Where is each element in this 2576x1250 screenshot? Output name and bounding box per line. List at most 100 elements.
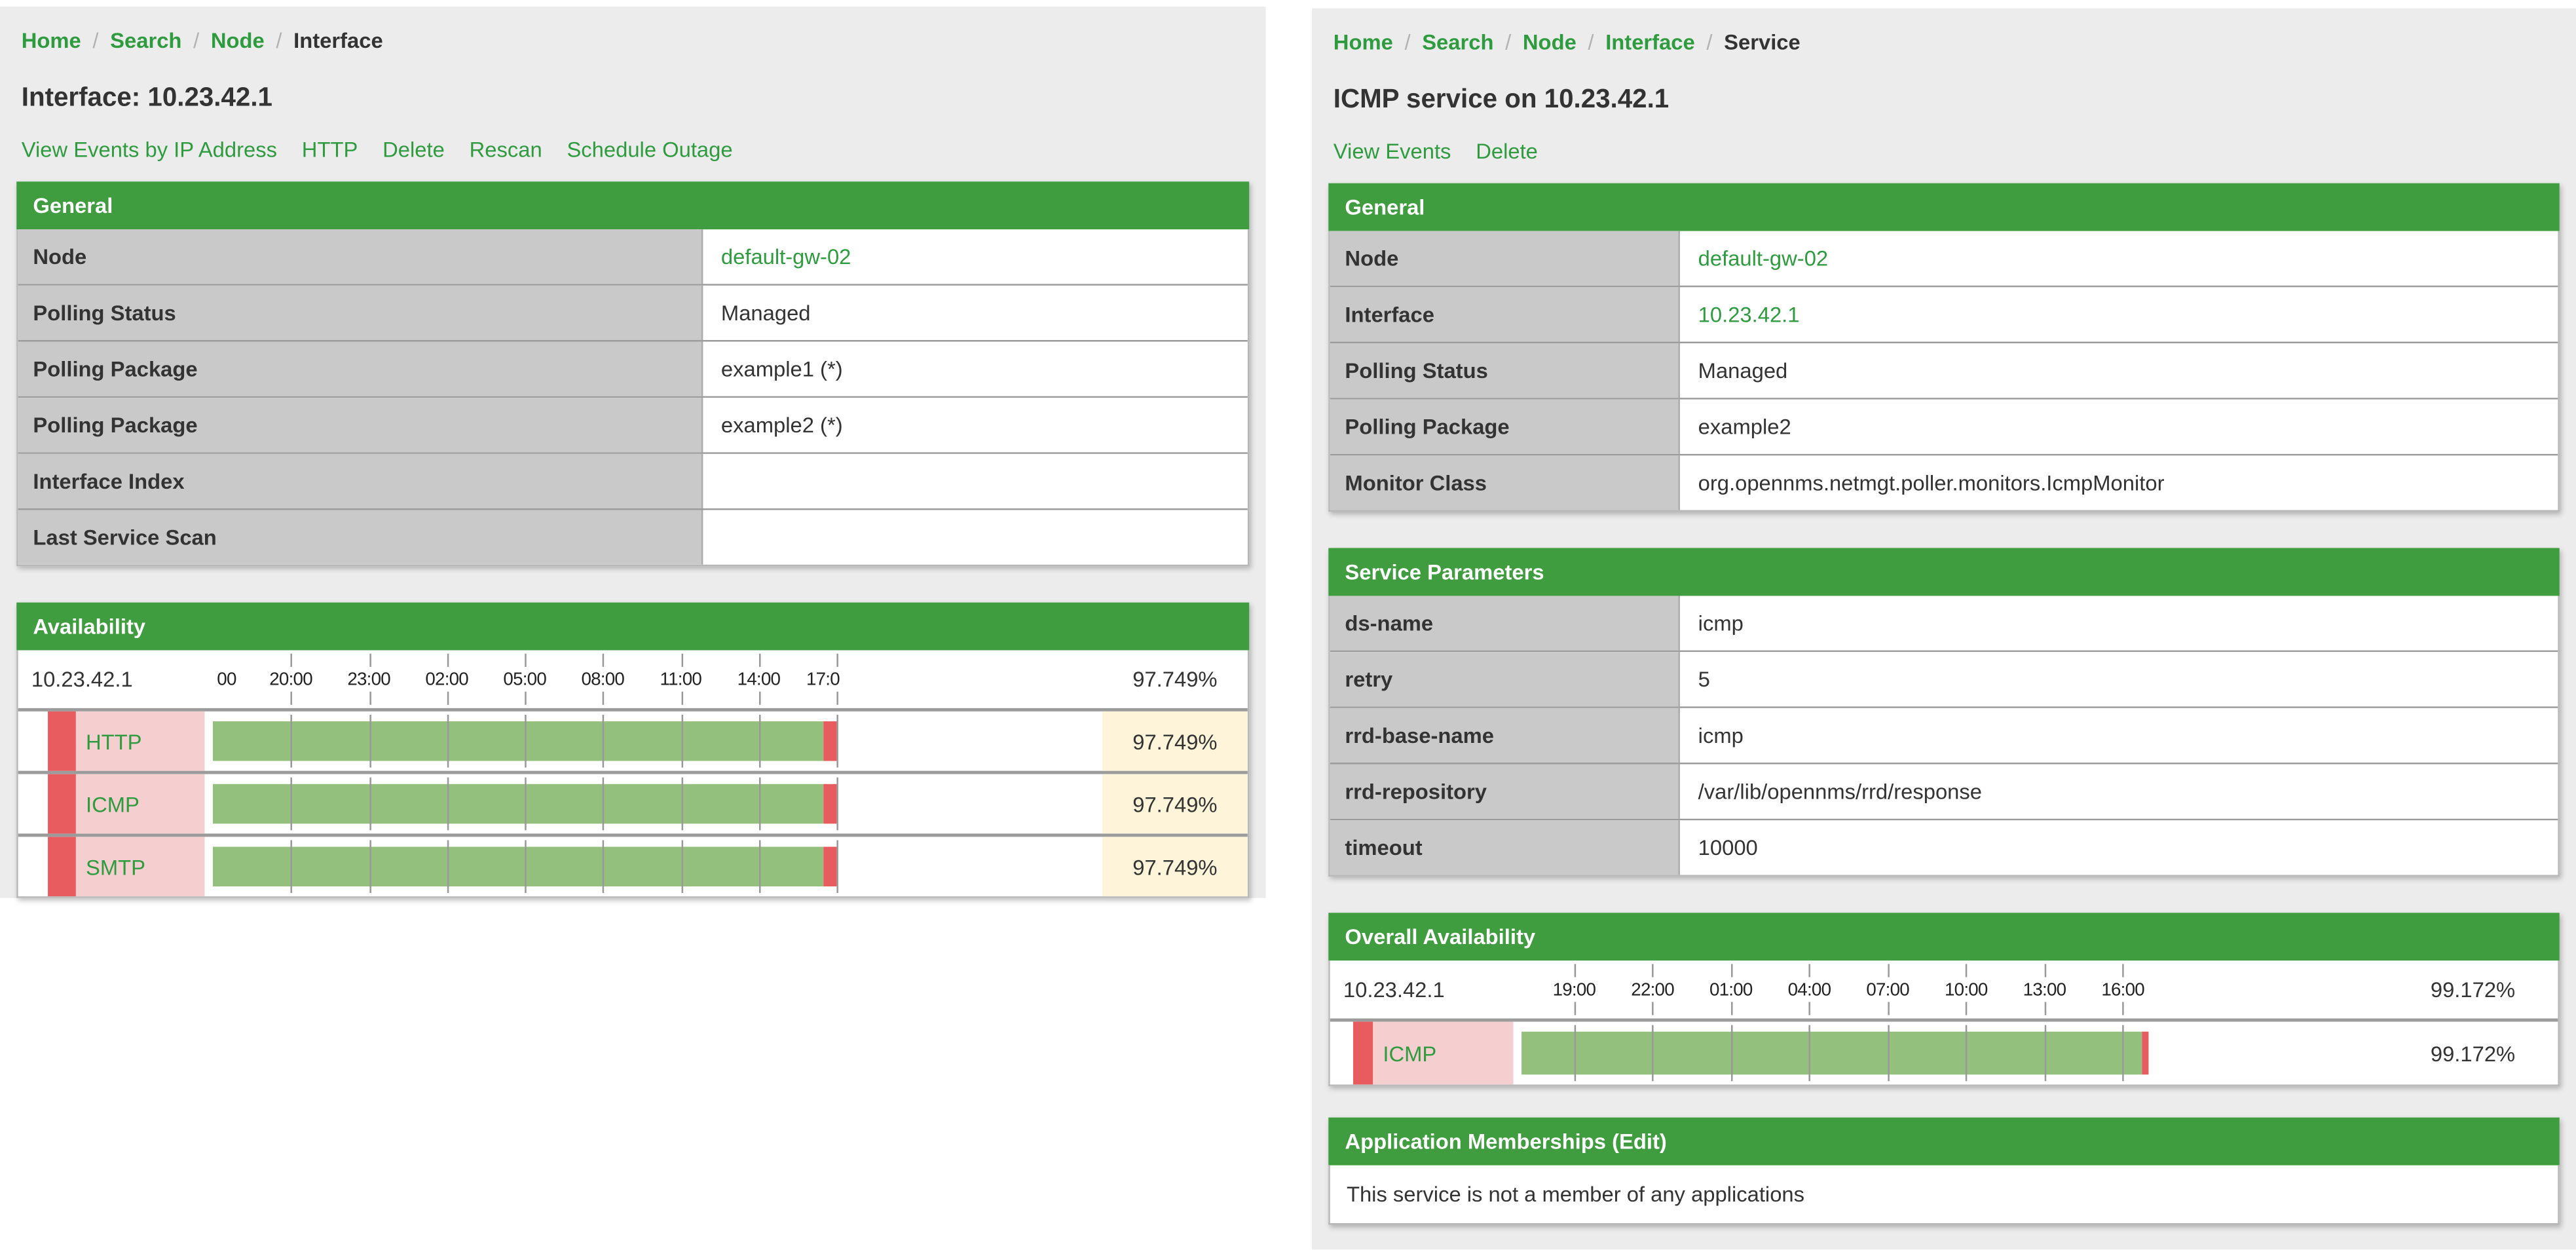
service-availability-row: ICMP97.749% bbox=[18, 774, 1248, 837]
time-axis: 19:0022:0001:0004:0007:0010:0013:0016:00 bbox=[1521, 960, 2148, 1018]
tick-mark bbox=[758, 692, 760, 705]
availability-axis-row: 10.23.42.119:0022:0001:0004:0007:0010:00… bbox=[1330, 960, 2558, 1021]
application-memberships-header: Application Memberships (Edit) bbox=[1328, 1118, 2560, 1165]
tick-mark bbox=[1652, 964, 1654, 977]
service-name-cell: HTTP bbox=[76, 711, 205, 771]
edit-applications-link[interactable]: (Edit) bbox=[1612, 1129, 1667, 1154]
action-links: View Events by IP Address HTTP Delete Resca… bbox=[22, 137, 1250, 162]
tick-label: 04:00 bbox=[1788, 979, 1831, 999]
timeline-gridline bbox=[291, 778, 293, 831]
availability-panel: Availability 10.23.42.10020:0023:0002:00… bbox=[16, 603, 1249, 898]
table-row: Monitor Classorg.opennms.netmgt.poller.m… bbox=[1330, 455, 2558, 510]
timeline-gridline bbox=[291, 840, 293, 893]
breadcrumb-item-node[interactable]: Node bbox=[211, 28, 265, 53]
row-label: Polling Package bbox=[18, 342, 703, 396]
table-row: Interface 10.23.42.1 bbox=[1330, 287, 2558, 343]
downtime-bar-segment bbox=[824, 784, 836, 824]
row-value: example1 (*) bbox=[703, 342, 1248, 396]
opennms-screens: Home/Search/Node/Interface Interface: 10… bbox=[0, 0, 2576, 1249]
row-value-link[interactable]: default-gw-02 bbox=[721, 244, 851, 269]
tick-mark bbox=[836, 654, 838, 667]
tick-label: 13:00 bbox=[2023, 979, 2066, 999]
breadcrumb-item-search[interactable]: Search bbox=[1422, 29, 1493, 54]
service-parameters-header: Service Parameters bbox=[1328, 548, 2560, 596]
row-value-link[interactable]: default-gw-02 bbox=[1698, 246, 1828, 271]
table-row: Interface Index bbox=[18, 454, 1248, 510]
availability-axis-cell: 19:0022:0001:0004:0007:0010:0013:0016:00 bbox=[1513, 960, 2387, 1018]
service-link-icmp[interactable]: ICMP bbox=[1373, 1041, 1436, 1066]
row-value: 10.23.42.1 bbox=[1680, 287, 2558, 341]
uptime-bar-segment bbox=[213, 847, 824, 886]
timeline-gridline bbox=[2044, 1025, 2046, 1082]
service-availability-value: 97.749% bbox=[1102, 837, 1248, 896]
service-link-http[interactable]: HTTP bbox=[76, 729, 142, 753]
downtime-bar-segment bbox=[824, 847, 836, 886]
tick-label: 01:00 bbox=[1709, 979, 1753, 999]
table-row: rrd-base-nameicmp bbox=[1330, 708, 2558, 765]
row-label: retry bbox=[1330, 652, 1680, 706]
availability-panel-header: Availability bbox=[16, 603, 1249, 651]
availability-summary-value: 99.172% bbox=[2388, 960, 2558, 1018]
service-link-icmp[interactable]: ICMP bbox=[76, 791, 140, 816]
service-parameters-panel: Service Parameters ds-nameicmpretry5rrd-… bbox=[1328, 548, 2560, 876]
tick-mark bbox=[603, 692, 605, 705]
table-row: timeout10000 bbox=[1330, 820, 2558, 875]
timeline-gridline bbox=[836, 715, 838, 768]
tick-label: 22:00 bbox=[1631, 979, 1674, 999]
breadcrumb-item-interface[interactable]: Interface bbox=[1605, 29, 1695, 54]
row-label: Interface bbox=[1330, 287, 1680, 341]
rescan-link[interactable]: Rescan bbox=[470, 137, 542, 162]
timeline-gridline bbox=[525, 778, 527, 831]
view-events-by-ip-address-link[interactable]: View Events by IP Address bbox=[22, 137, 277, 162]
table-row: Node default-gw-02 bbox=[18, 229, 1248, 286]
timeline-gridline bbox=[1731, 1025, 1733, 1082]
tick-mark bbox=[758, 654, 760, 667]
tick-mark bbox=[681, 692, 682, 705]
tick-label: 17:0 bbox=[806, 670, 840, 689]
row-value: example2 (*) bbox=[703, 398, 1248, 452]
tick-mark bbox=[291, 654, 293, 667]
delete-link[interactable]: Delete bbox=[1476, 139, 1538, 164]
breadcrumb-item-service: Service bbox=[1724, 29, 1801, 54]
breadcrumb-item-node[interactable]: Node bbox=[1523, 29, 1577, 54]
availability-table: 10.23.42.10020:0023:0002:0005:0008:0011:… bbox=[16, 651, 1249, 898]
tick-label: 14:00 bbox=[737, 670, 781, 689]
availability-timeline bbox=[213, 711, 836, 771]
tick-mark bbox=[836, 692, 838, 705]
availability-bar-cell bbox=[204, 711, 1102, 771]
row-label: timeout bbox=[1330, 820, 1680, 875]
tick-mark bbox=[369, 692, 371, 705]
delete-link[interactable]: Delete bbox=[383, 137, 445, 162]
breadcrumb-separator: / bbox=[1505, 29, 1511, 54]
service-link-smtp[interactable]: SMTP bbox=[76, 854, 145, 879]
tick-label: 05:00 bbox=[503, 670, 546, 689]
timeline-gridline bbox=[291, 715, 293, 768]
breadcrumb-separator: / bbox=[92, 28, 98, 53]
row-label: Node bbox=[18, 229, 703, 284]
row-value-link[interactable]: 10.23.42.1 bbox=[1698, 302, 1800, 327]
http-link[interactable]: HTTP bbox=[302, 137, 358, 162]
row-label: Polling Status bbox=[18, 286, 703, 340]
row-value: default-gw-02 bbox=[1680, 231, 2558, 286]
tick-mark bbox=[1888, 964, 1890, 977]
overall-availability-panel: Overall Availability 10.23.42.119:0022:0… bbox=[1328, 913, 2560, 1086]
tick-label: 11:00 bbox=[660, 670, 702, 689]
tick-label: 20:00 bbox=[269, 670, 312, 689]
schedule-outage-link[interactable]: Schedule Outage bbox=[567, 137, 732, 162]
row-value bbox=[703, 454, 1248, 508]
breadcrumb-separator: / bbox=[193, 28, 199, 53]
tick-label: 07:00 bbox=[1866, 979, 1909, 999]
service-availability-value: 97.749% bbox=[1102, 711, 1248, 771]
view-events-link[interactable]: View Events bbox=[1334, 139, 1451, 164]
timeline-gridline bbox=[758, 715, 760, 768]
row-value: 10000 bbox=[1680, 820, 2558, 875]
service-availability-row: HTTP 97.749% bbox=[18, 711, 1248, 774]
timeline-gridline bbox=[681, 778, 682, 831]
table-row: Polling StatusManaged bbox=[18, 286, 1248, 342]
row-label: ds-name bbox=[1330, 596, 1680, 651]
breadcrumb-item-home[interactable]: Home bbox=[22, 28, 81, 53]
breadcrumb-item-home[interactable]: Home bbox=[1334, 29, 1393, 54]
overall-availability-header: Overall Availability bbox=[1328, 913, 2560, 960]
general-panel-header: General bbox=[16, 181, 1249, 229]
breadcrumb-item-search[interactable]: Search bbox=[110, 28, 181, 53]
